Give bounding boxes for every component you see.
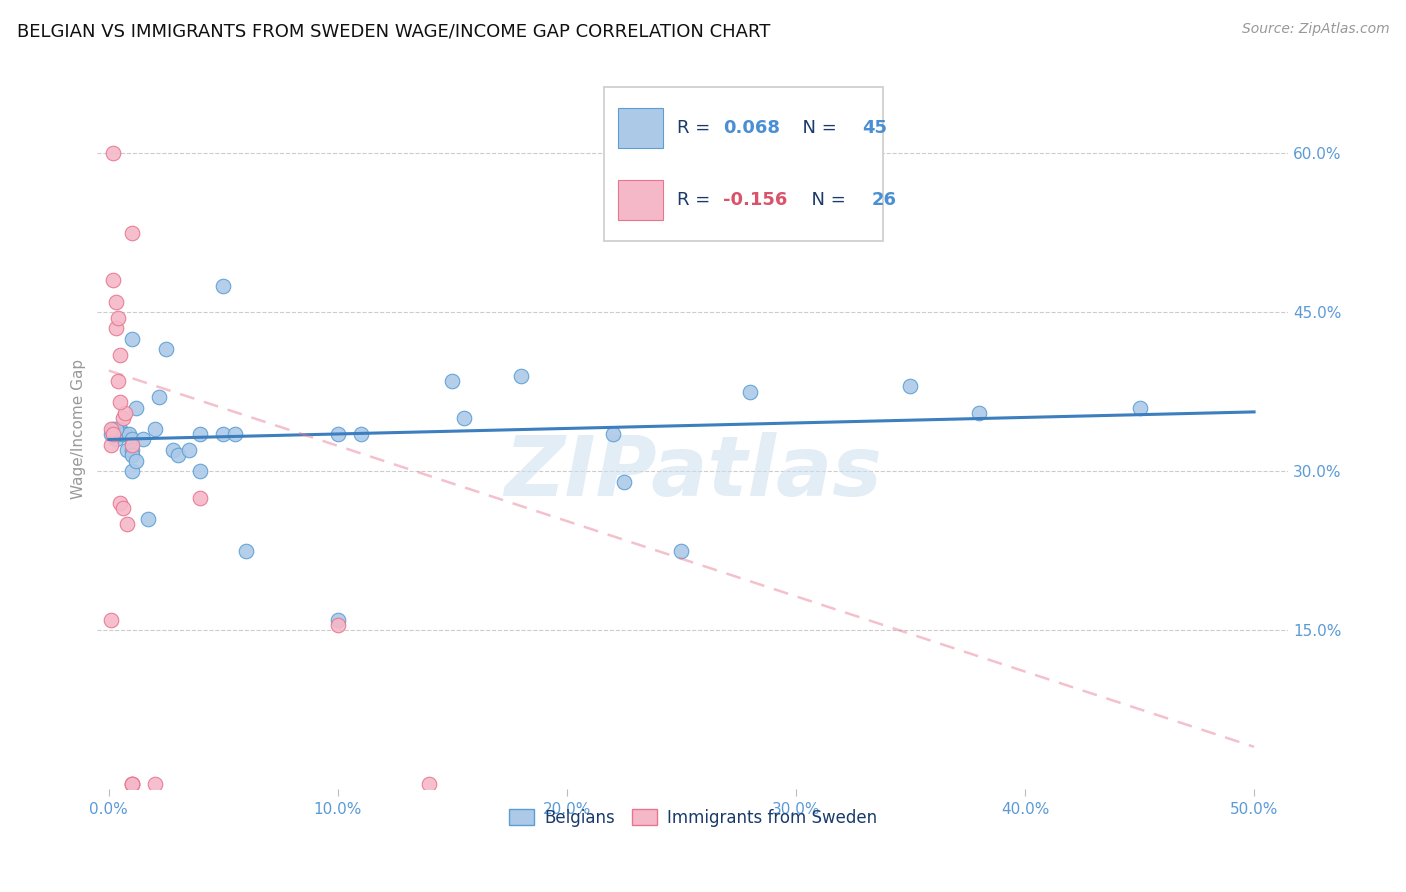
Point — [613, 475, 636, 489]
Point — [967, 406, 990, 420]
Point — [121, 777, 143, 791]
Point — [104, 433, 127, 447]
Point — [143, 422, 166, 436]
Text: ZIPatlas: ZIPatlas — [503, 432, 882, 513]
Text: 0.068: 0.068 — [723, 119, 780, 137]
Point — [107, 427, 129, 442]
Point — [136, 512, 159, 526]
Point — [166, 449, 188, 463]
Point — [111, 411, 134, 425]
Point — [100, 438, 122, 452]
Point — [100, 422, 122, 436]
Point — [103, 427, 125, 442]
Text: N =: N = — [800, 191, 852, 209]
Point — [602, 427, 624, 442]
Point — [212, 427, 235, 442]
Point — [453, 411, 475, 425]
Text: R =: R = — [678, 119, 717, 137]
Point — [143, 777, 166, 791]
Point — [224, 427, 246, 442]
FancyBboxPatch shape — [603, 87, 883, 242]
Point — [350, 427, 373, 442]
Point — [235, 543, 257, 558]
Point — [190, 491, 212, 505]
Point — [104, 321, 127, 335]
Point — [110, 395, 132, 409]
Point — [121, 777, 143, 791]
Point — [671, 543, 693, 558]
Point — [121, 449, 143, 463]
Text: -0.156: -0.156 — [723, 191, 787, 209]
Point — [121, 777, 143, 791]
Point — [740, 384, 762, 399]
Point — [103, 146, 125, 161]
Point — [107, 374, 129, 388]
Point — [121, 438, 143, 452]
Point — [100, 613, 122, 627]
Point — [115, 517, 138, 532]
Point — [118, 427, 141, 442]
FancyBboxPatch shape — [617, 108, 664, 148]
Point — [900, 379, 922, 393]
Point — [190, 464, 212, 478]
Point — [190, 427, 212, 442]
Text: N =: N = — [790, 119, 842, 137]
Text: 45: 45 — [862, 119, 887, 137]
Text: R =: R = — [678, 191, 717, 209]
Point — [121, 226, 143, 240]
Point — [510, 368, 533, 383]
Point — [326, 618, 349, 632]
Point — [100, 427, 122, 442]
Point — [148, 390, 170, 404]
Point — [115, 443, 138, 458]
Point — [155, 343, 177, 357]
Point — [121, 464, 143, 478]
Text: 26: 26 — [872, 191, 897, 209]
Point — [104, 422, 127, 436]
Point — [103, 273, 125, 287]
Point — [125, 453, 148, 467]
Point — [121, 433, 143, 447]
Point — [110, 422, 132, 436]
Point — [111, 427, 134, 442]
Point — [441, 374, 464, 388]
Point — [121, 332, 143, 346]
Point — [107, 310, 129, 325]
Text: BELGIAN VS IMMIGRANTS FROM SWEDEN WAGE/INCOME GAP CORRELATION CHART: BELGIAN VS IMMIGRANTS FROM SWEDEN WAGE/I… — [17, 22, 770, 40]
Point — [326, 613, 349, 627]
Point — [111, 501, 134, 516]
Point — [212, 278, 235, 293]
Point — [326, 427, 349, 442]
Point — [114, 427, 136, 442]
Point — [110, 496, 132, 510]
Point — [121, 443, 143, 458]
Point — [103, 422, 125, 436]
Legend: Belgians, Immigrants from Sweden: Belgians, Immigrants from Sweden — [501, 800, 884, 835]
Point — [103, 427, 125, 442]
Point — [162, 443, 184, 458]
Point — [125, 401, 148, 415]
Point — [177, 443, 200, 458]
Point — [418, 777, 440, 791]
Point — [132, 433, 155, 447]
Point — [114, 406, 136, 420]
Y-axis label: Wage/Income Gap: Wage/Income Gap — [72, 359, 86, 499]
Point — [110, 348, 132, 362]
Text: Source: ZipAtlas.com: Source: ZipAtlas.com — [1241, 22, 1389, 37]
Point — [104, 294, 127, 309]
FancyBboxPatch shape — [617, 180, 664, 219]
Point — [1128, 401, 1150, 415]
